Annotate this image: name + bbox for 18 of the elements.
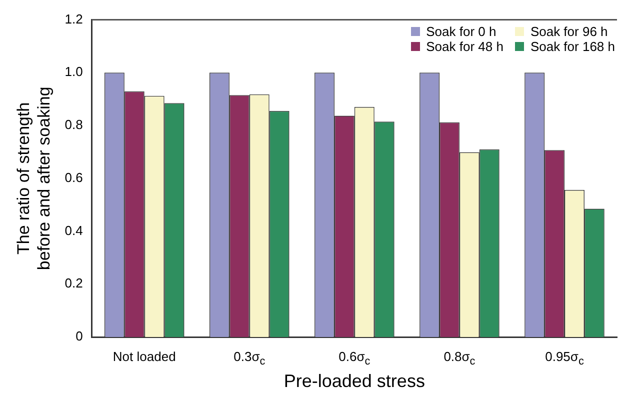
y-tick-label: 0.6 <box>64 170 83 185</box>
x-tick-label: 0.8σ$_{c}$ <box>442 349 476 368</box>
legend-label: Soak for 168 h <box>530 38 615 54</box>
x-tick-label: Not loaded <box>112 349 177 364</box>
y-tick-label: 0.2 <box>64 276 83 291</box>
y-tick-label: 0 <box>76 328 83 344</box>
y-tick-label: 0.4 <box>64 222 83 238</box>
y-axis-title: The ratio of strength before and after soaking <box>14 86 54 270</box>
y-tick-label: 1.2 <box>64 11 83 26</box>
x-axis-title: Pre-loaded stress <box>282 371 426 392</box>
x-tick-label: 0.6σ$_{c}$ <box>338 349 372 368</box>
y-tick-label: 0.8 <box>64 117 83 132</box>
x-tick-label: 0.3σ$_{c}$ <box>232 349 266 368</box>
y-tick-label: 1.0 <box>64 64 83 80</box>
legend-label: Soak for 0 h <box>426 24 496 39</box>
legend-label: Soak for 48 h <box>426 38 504 54</box>
legend-label: Soak for 96 h <box>530 24 608 39</box>
x-tick-label: 0.95σ$_{c}$ <box>544 349 585 368</box>
